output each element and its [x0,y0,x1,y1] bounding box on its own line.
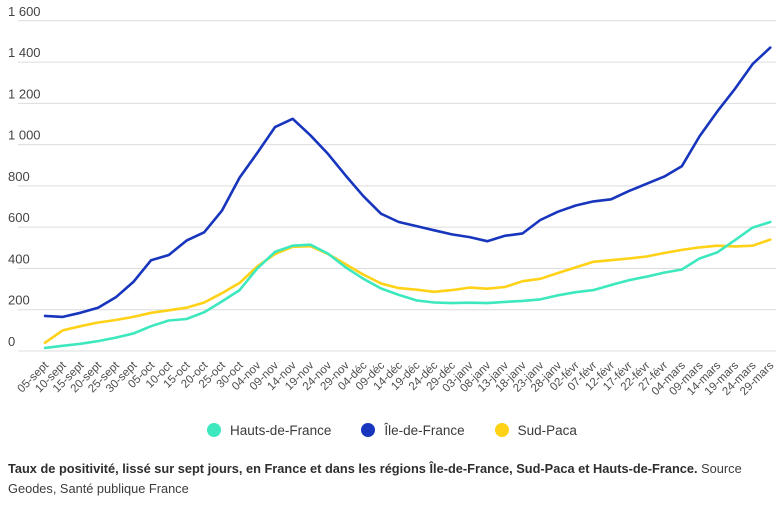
chart-legend: Hauts-de-France Île-de-France Sud-Paca [0,415,784,445]
legend-label-hauts-de-france: Hauts-de-France [230,422,332,438]
x-axis-labels: 05-sept10-sept15-sept20-sept25-sept30-se… [16,359,777,398]
svg-text:600: 600 [8,210,30,225]
svg-text:400: 400 [8,251,30,266]
legend-label-sud-paca: Sud-Paca [517,422,577,438]
legend-dot-sud-paca-icon [494,423,509,437]
legend-item-ile-de-france: Île-de-France [361,422,465,438]
svg-text:1 000: 1 000 [8,128,41,143]
gridlines [18,20,776,352]
legend-dot-ile-de-france-icon [361,423,376,437]
legend-item-hauts-de-france: Hauts-de-France [207,423,331,438]
series-lines [43,46,772,350]
legend-item-sud-paca: Sud-Paca [494,422,577,438]
chart-container: 1 600 1 400 1 200 1 000 800 600 400 200 0 05-sep… [0,0,784,499]
chart-caption: Taux de positivité, lissé sur sept jours… [0,445,778,499]
legend-dot-hauts-de-france-icon [207,423,222,437]
positivity-line-chart[interactable]: 1 600 1 400 1 200 1 000 800 600 400 200 0 05-sep… [0,0,784,408]
svg-text:1 600: 1 600 [8,4,41,19]
svg-text:800: 800 [8,169,30,184]
legend-label-ile-de-france: Île-de-France [384,422,465,438]
svg-text:0: 0 [8,334,15,349]
svg-text:1 200: 1 200 [8,86,41,101]
caption-title: Taux de positivité, lissé sur sept jours… [8,461,698,476]
svg-text:200: 200 [8,293,30,308]
svg-text:1 400: 1 400 [8,45,41,60]
y-axis-labels: 1 600 1 400 1 200 1 000 800 600 400 200 0 [8,4,41,349]
caption-source: Source Geodes, Santé publique France [8,461,742,496]
